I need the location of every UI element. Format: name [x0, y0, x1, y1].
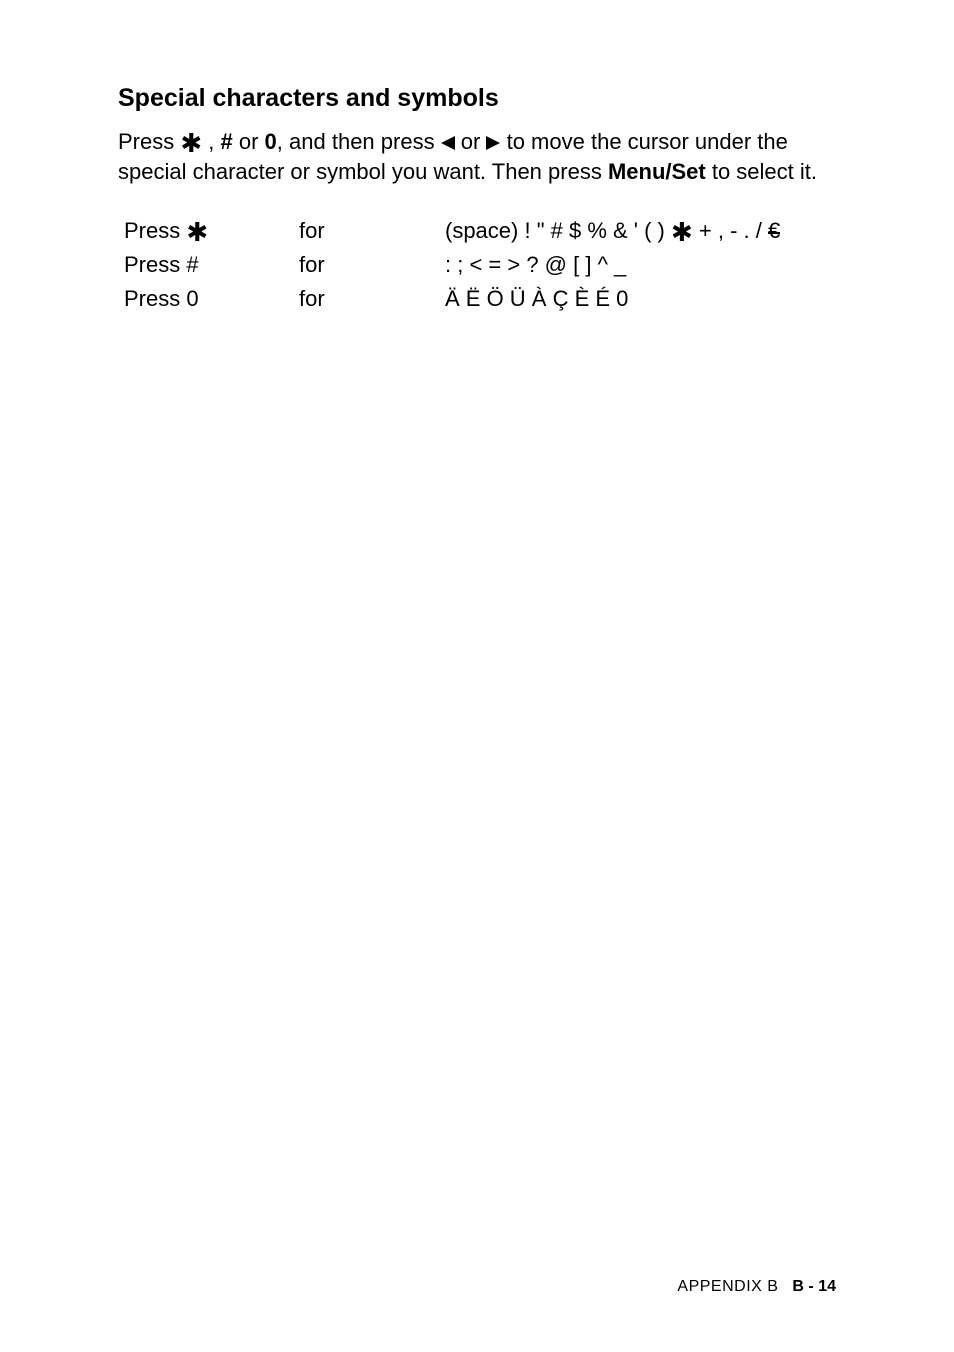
left-arrow-icon: [441, 136, 455, 150]
footer-page-number: B - 14: [792, 1278, 836, 1295]
press-cell: Press ✱: [124, 214, 299, 248]
intro-paragraph: Press ✱ , # or 0, and then press or to m…: [118, 127, 836, 186]
page-footer: APPENDIX B B - 14: [677, 1278, 836, 1296]
right-arrow-icon: [486, 136, 500, 150]
table-row: Press # for : ; < = > ? @ [ ] ^ _: [124, 248, 780, 282]
chars-cell: : ; < = > ? @ [ ] ^ _: [445, 248, 780, 282]
intro-menuset: Menu/Set: [608, 159, 706, 184]
press-label: Press: [124, 218, 186, 243]
key-bold: 0: [186, 286, 198, 311]
for-cell: for: [299, 282, 445, 316]
table-row: Press 0 for Ä Ë Ö Ü À Ç È É 0: [124, 282, 780, 316]
chars-cell: Ä Ë Ö Ü À Ç È É 0: [445, 282, 780, 316]
section-heading: Special characters and symbols: [118, 84, 836, 113]
intro-or2: or: [455, 129, 487, 154]
intro-zero: 0: [265, 129, 277, 154]
key-bold: #: [186, 252, 198, 277]
intro-hash: #: [221, 129, 233, 154]
chars-text-2: + , - . /: [693, 218, 768, 243]
chars-text-1: (space) ! " # $ % & ' ( ): [445, 218, 671, 243]
for-cell: for: [299, 248, 445, 282]
press-label: Press: [124, 252, 186, 277]
special-chars-table: Press ✱ for (space) ! " # $ % & ' ( ) ✱ …: [124, 214, 780, 316]
footer-label: APPENDIX B: [677, 1278, 778, 1295]
intro-text-4: to select it.: [706, 159, 817, 184]
page: Special characters and symbols Press ✱ ,…: [0, 0, 954, 1352]
table-row: Press ✱ for (space) ! " # $ % & ' ( ) ✱ …: [124, 214, 780, 248]
for-cell: for: [299, 214, 445, 248]
press-cell: Press 0: [124, 282, 299, 316]
intro-comma: ,: [202, 129, 220, 154]
intro-text-2: , and then press: [277, 129, 441, 154]
press-cell: Press #: [124, 248, 299, 282]
intro-text-1: Press: [118, 129, 180, 154]
chars-cell: (space) ! " # $ % & ' ( ) ✱ + , - . / €: [445, 214, 780, 248]
intro-or1: or: [233, 129, 265, 154]
euro-strike-icon: €: [768, 218, 780, 244]
press-label: Press: [124, 286, 186, 311]
